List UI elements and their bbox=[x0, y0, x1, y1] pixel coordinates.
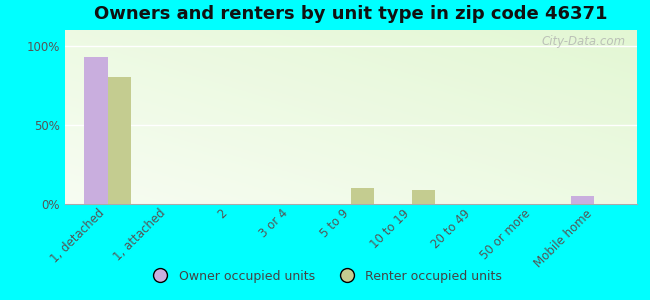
Bar bbox=[412, 190, 435, 204]
Bar bbox=[108, 77, 131, 204]
Bar bbox=[571, 196, 594, 204]
Bar bbox=[84, 57, 108, 204]
Text: City-Data.com: City-Data.com bbox=[541, 35, 625, 48]
Title: Owners and renters by unit type in zip code 46371: Owners and renters by unit type in zip c… bbox=[94, 5, 608, 23]
Legend: Owner occupied units, Renter occupied units: Owner occupied units, Renter occupied un… bbox=[143, 265, 507, 288]
Bar bbox=[351, 188, 374, 204]
